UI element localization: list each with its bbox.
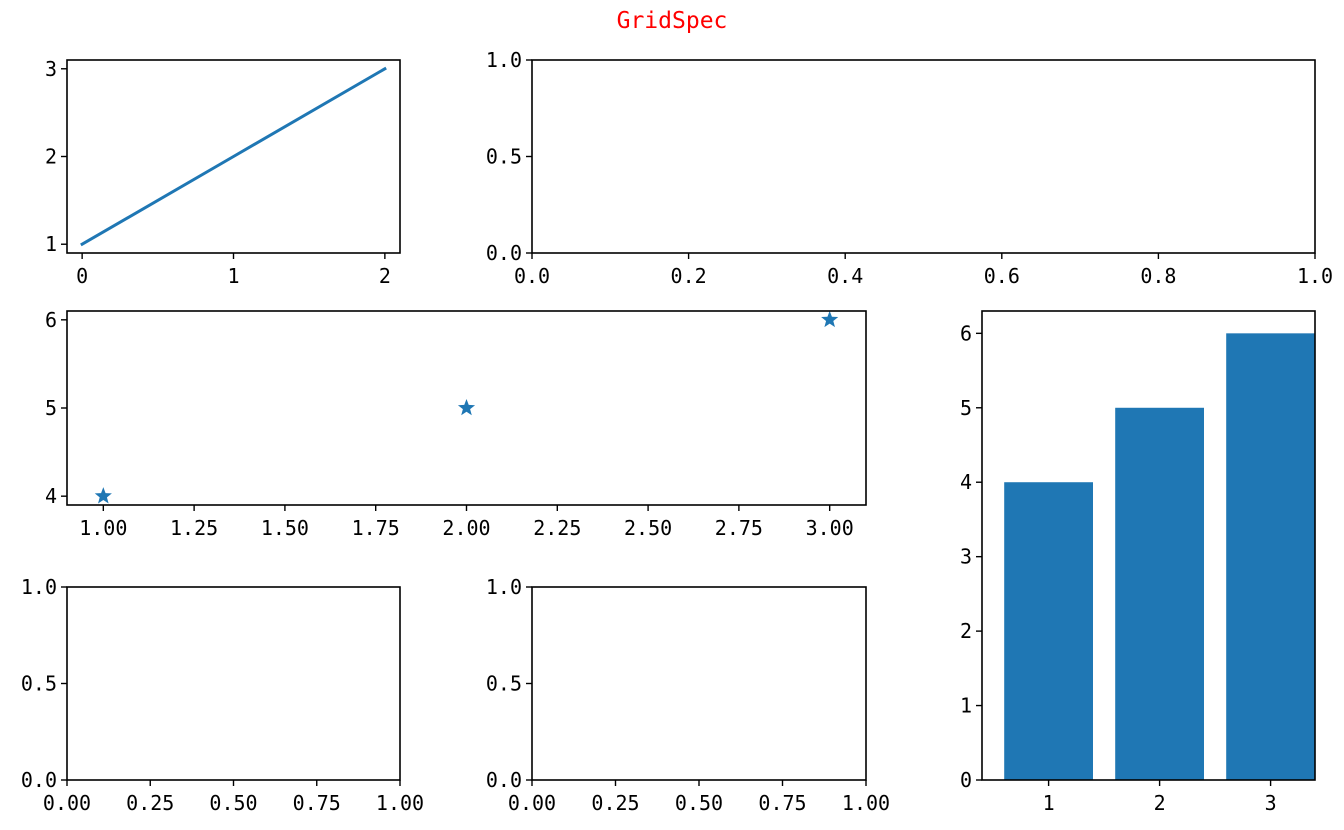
star-point-3 [821,310,839,328]
x-tick-label: 0.4 [827,264,863,288]
y-tick-label: 2 [45,145,57,169]
x-tick-label: 0.75 [758,791,806,815]
x-tick-label: 0.75 [293,791,341,815]
y-tick-label: 0.5 [486,672,522,696]
y-tick-label: 5 [45,396,57,420]
y-tick-label: 2 [960,619,972,643]
y-tick-label: 5 [960,396,972,420]
bar-2 [1115,407,1204,780]
axes-top-right: 0.0 0.2 0.4 0.6 0.8 1.0 0.0 0.5 1.0 [486,48,1333,288]
x-tick-label: 1.75 [352,516,400,540]
x-tick-label: 0.50 [675,791,723,815]
x-tick-label: 1 [1043,791,1055,815]
y-tick-label: 6 [960,321,972,345]
axes-bottom-middle: 0.00 0.25 0.50 0.75 1.00 0.0 0.5 1.0 [486,575,890,815]
y-tick-label: 6 [45,308,57,332]
series-line [80,66,387,247]
x-tick-label: 1 [227,264,239,288]
x-tick-label: 0.6 [984,264,1020,288]
bar-3 [1226,333,1315,780]
x-tick-label: 2.00 [442,516,490,540]
y-tick-label: 1 [960,694,972,718]
y-tick-label: 1.0 [486,48,522,72]
y-tick-label: 1.0 [486,575,522,599]
x-tick-label: 1.00 [376,791,424,815]
x-tick-label: 0.2 [671,264,707,288]
axes-bottom-left: 0.00 0.25 0.50 0.75 1.00 0.0 0.5 1.0 [21,575,424,815]
x-tick-label: 1.00 [842,791,890,815]
y-tick-label: 4 [45,484,57,508]
y-tick-label: 3 [960,545,972,569]
axes-middle-scatter: 1.00 1.25 1.50 1.75 2.00 2.25 2.50 2.75 3.00 4 5 6 [45,308,867,540]
x-tick-label: 0.00 [508,791,556,815]
axes-frame [531,59,1316,254]
x-tick-label: 0.00 [43,791,91,815]
x-tick-label: 2 [379,264,391,288]
y-tick-label: 1 [45,232,57,256]
y-tick-label: 0 [960,768,972,792]
x-tick-label: 3 [1265,791,1277,815]
star-point-1 [94,487,112,504]
axes-frame [981,310,1316,781]
y-tick-label: 1.0 [21,575,57,599]
axes-right-bar: 1 2 3 0 1 2 3 4 5 6 [960,310,1316,815]
x-tick-label: 0.25 [126,791,174,815]
bar-1 [1004,482,1093,780]
x-tick-label: 0.50 [209,791,257,815]
x-tick-label: 1.0 [1297,264,1333,288]
x-tick-label: 0.0 [514,264,550,288]
x-tick-label: 0.8 [1140,264,1176,288]
x-tick-label: 0 [76,264,88,288]
y-tick-label: 4 [960,470,972,494]
x-tick-label: 1.25 [170,516,218,540]
x-tick-label: 0.25 [591,791,639,815]
y-tick-label: 0.5 [21,672,57,696]
star-point-2 [457,399,476,416]
figure-title: GridSpec [617,8,728,34]
axes-frame [531,586,867,781]
y-tick-label: 0.0 [486,241,522,265]
y-tick-label: 3 [45,57,57,81]
y-tick-label: 0.0 [21,768,57,792]
y-tick-label: 0.0 [486,768,522,792]
x-tick-label: 2.25 [533,516,581,540]
x-tick-label: 1.50 [261,516,309,540]
x-tick-label: 2 [1154,791,1166,815]
x-tick-label: 3.00 [806,516,854,540]
x-tick-label: 1.00 [79,516,127,540]
y-tick-label: 0.5 [486,145,522,169]
x-tick-label: 2.75 [715,516,763,540]
x-tick-label: 2.50 [624,516,672,540]
axes-frame [66,586,401,781]
